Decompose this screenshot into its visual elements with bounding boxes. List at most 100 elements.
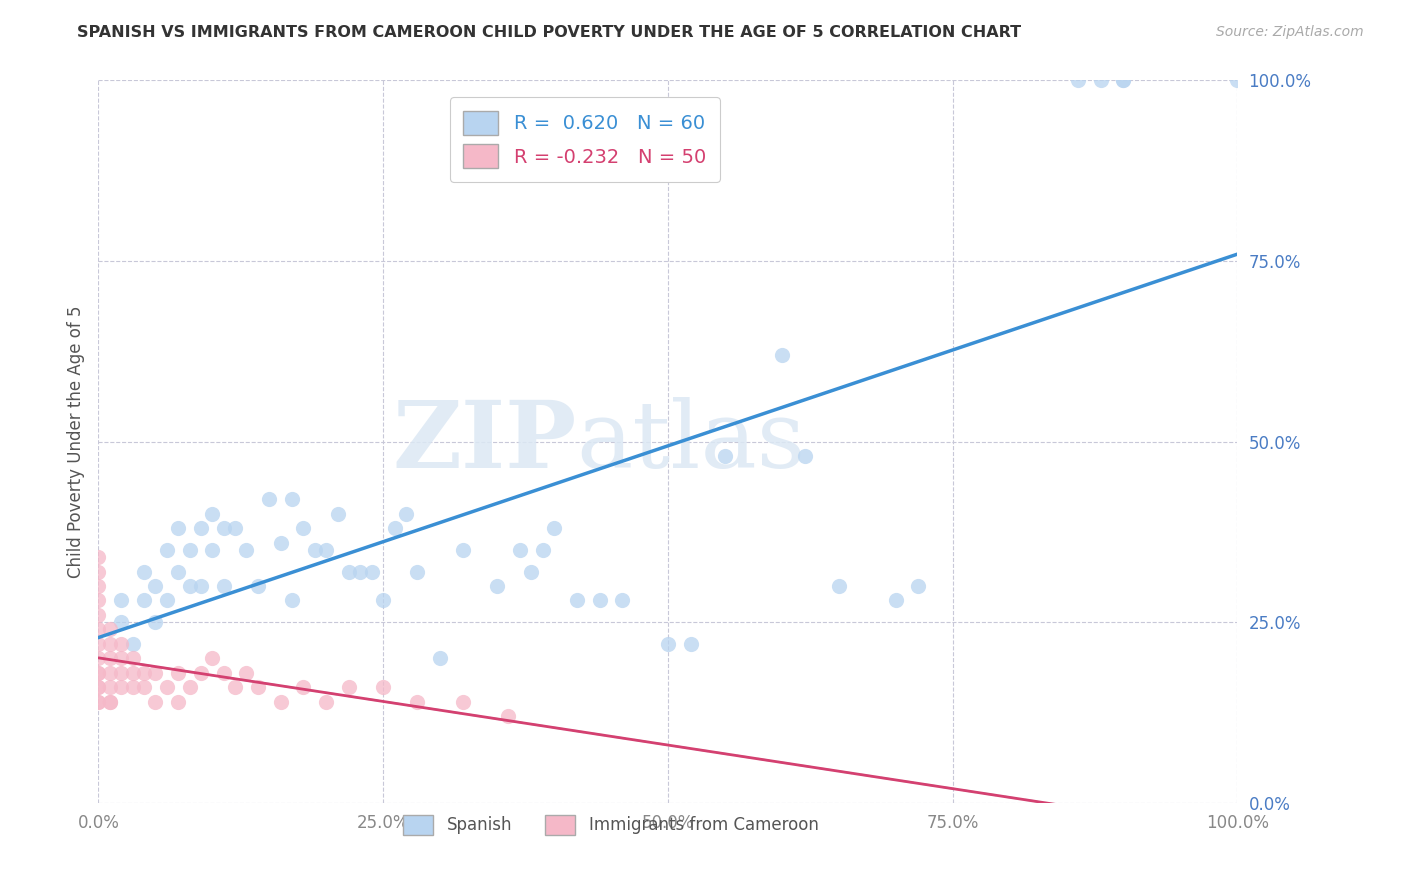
Point xyxy=(259,492,281,507)
Point xyxy=(145,665,167,680)
Point xyxy=(167,521,190,535)
Point xyxy=(156,593,179,607)
Point xyxy=(121,665,143,680)
Point xyxy=(87,637,110,651)
Point xyxy=(326,507,349,521)
Point xyxy=(87,651,110,665)
Point xyxy=(337,680,360,694)
Point xyxy=(145,579,167,593)
Point xyxy=(98,665,121,680)
Point xyxy=(212,665,235,680)
Point xyxy=(110,680,132,694)
Point xyxy=(1226,73,1249,87)
Point xyxy=(498,709,520,723)
Point xyxy=(212,579,235,593)
Point xyxy=(612,593,634,607)
Point xyxy=(98,637,121,651)
Text: Source: ZipAtlas.com: Source: ZipAtlas.com xyxy=(1216,25,1364,39)
Point xyxy=(87,579,110,593)
Point xyxy=(1112,73,1135,87)
Point xyxy=(110,651,132,665)
Point xyxy=(337,565,360,579)
Point xyxy=(793,449,815,463)
Point xyxy=(121,637,143,651)
Point xyxy=(156,542,179,557)
Point xyxy=(270,535,292,549)
Point xyxy=(1112,73,1135,87)
Point xyxy=(315,542,337,557)
Point xyxy=(156,680,179,694)
Point xyxy=(167,665,190,680)
Point xyxy=(360,565,382,579)
Point xyxy=(371,593,394,607)
Point xyxy=(1090,73,1112,87)
Point xyxy=(87,665,110,680)
Point xyxy=(224,680,246,694)
Point xyxy=(87,695,110,709)
Point xyxy=(907,579,929,593)
Point xyxy=(132,665,155,680)
Point xyxy=(292,521,315,535)
Point xyxy=(87,565,110,579)
Point xyxy=(98,651,121,665)
Point xyxy=(543,521,565,535)
Y-axis label: Child Poverty Under the Age of 5: Child Poverty Under the Age of 5 xyxy=(66,305,84,578)
Point xyxy=(384,521,406,535)
Point xyxy=(588,593,610,607)
Point xyxy=(770,348,793,362)
Point xyxy=(98,695,121,709)
Point xyxy=(98,623,121,637)
Point xyxy=(395,507,418,521)
Point xyxy=(406,695,429,709)
Point xyxy=(565,593,588,607)
Point xyxy=(132,565,155,579)
Point xyxy=(486,579,509,593)
Point xyxy=(121,680,143,694)
Point xyxy=(98,680,121,694)
Point xyxy=(87,680,110,694)
Point xyxy=(179,579,201,593)
Point xyxy=(349,565,371,579)
Text: ZIP: ZIP xyxy=(392,397,576,486)
Point xyxy=(132,593,155,607)
Point xyxy=(281,593,304,607)
Point xyxy=(451,695,474,709)
Point xyxy=(87,623,110,637)
Point xyxy=(657,637,679,651)
Point xyxy=(179,680,201,694)
Point xyxy=(145,695,167,709)
Point xyxy=(224,521,246,535)
Point xyxy=(884,593,907,607)
Point xyxy=(201,651,224,665)
Text: SPANISH VS IMMIGRANTS FROM CAMEROON CHILD POVERTY UNDER THE AGE OF 5 CORRELATION: SPANISH VS IMMIGRANTS FROM CAMEROON CHIL… xyxy=(77,25,1021,40)
Point xyxy=(212,521,235,535)
Legend: Spanish, Immigrants from Cameroon: Spanish, Immigrants from Cameroon xyxy=(394,805,828,845)
Point xyxy=(201,542,224,557)
Point xyxy=(201,507,224,521)
Point xyxy=(520,565,543,579)
Point xyxy=(110,637,132,651)
Point xyxy=(1067,73,1090,87)
Point xyxy=(190,521,212,535)
Point xyxy=(190,579,212,593)
Point xyxy=(98,695,121,709)
Point xyxy=(87,593,110,607)
Point xyxy=(429,651,451,665)
Point xyxy=(132,680,155,694)
Point xyxy=(371,680,394,694)
Point xyxy=(509,542,531,557)
Point xyxy=(190,665,212,680)
Point xyxy=(246,680,269,694)
Point xyxy=(292,680,315,694)
Point xyxy=(179,542,201,557)
Point xyxy=(87,695,110,709)
Point xyxy=(87,550,110,565)
Point xyxy=(167,695,190,709)
Point xyxy=(281,492,304,507)
Point xyxy=(406,565,429,579)
Point xyxy=(315,695,337,709)
Point xyxy=(304,542,326,557)
Point xyxy=(87,607,110,622)
Point xyxy=(121,651,143,665)
Point xyxy=(714,449,737,463)
